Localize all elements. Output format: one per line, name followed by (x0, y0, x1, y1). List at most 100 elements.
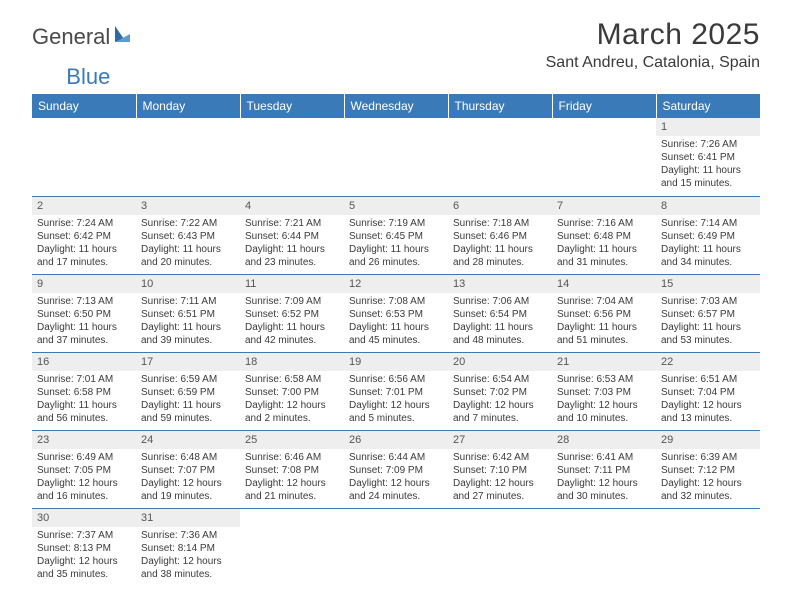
calendar-cell: 1 Sunrise: 7:26 AMSunset: 6:41 PMDaylight… (656, 118, 760, 196)
day-info: Sunrise: 7:08 AMSunset: 6:53 PMDaylight:… (349, 295, 443, 347)
day-number: 12 (344, 275, 448, 293)
calendar-row: 9Sunrise: 7:13 AMSunset: 6:50 PMDaylight… (32, 274, 760, 352)
calendar-cell: 3Sunrise: 7:22 AMSunset: 6:43 PMDaylight… (136, 196, 240, 274)
day-info: Sunrise: 6:46 AMSunset: 7:08 PMDaylight:… (245, 451, 339, 503)
day-number: 6 (448, 197, 552, 215)
day-info: Sunrise: 7:18 AMSunset: 6:46 PMDaylight:… (453, 217, 547, 269)
day-info: Sunrise: 7:22 AMSunset: 6:43 PMDaylight:… (141, 217, 235, 269)
calendar-cell (656, 508, 760, 586)
calendar-cell: 12 Sunrise: 7:08 AMSunset: 6:53 PMDayligh… (344, 274, 448, 352)
calendar-cell: 25 Sunrise: 6:46 AMSunset: 7:08 PMDayligh… (240, 430, 344, 508)
day-info: Sunrise: 6:42 AMSunset: 7:10 PMDaylight:… (453, 451, 547, 503)
month-title: March 2025 (546, 18, 760, 52)
day-info: Sunrise: 6:59 AMSunset: 6:59 PMDaylight:… (141, 373, 235, 425)
day-info: Sunrise: 7:04 AMSunset: 6:56 PMDaylight:… (557, 295, 651, 347)
day-number: 8 (656, 197, 760, 215)
day-number: 19 (344, 353, 448, 371)
day-number: 15 (656, 275, 760, 293)
day-number: 4 (240, 197, 344, 215)
day-info: Sunrise: 7:09 AMSunset: 6:52 PMDaylight:… (245, 295, 339, 347)
day-info: Sunrise: 7:03 AMSunset: 6:57 PMDaylight:… (661, 295, 755, 347)
calendar-cell: 22Sunrise: 6:51 AMSunset: 7:04 PMDayligh… (656, 352, 760, 430)
logo-text-1: General (32, 24, 110, 50)
calendar-cell: 7Sunrise: 7:16 AMSunset: 6:48 PMDaylight… (552, 196, 656, 274)
day-number: 1 (656, 118, 760, 136)
calendar-cell: 13 Sunrise: 7:06 AMSunset: 6:54 PMDayligh… (448, 274, 552, 352)
calendar-cell: 23Sunrise: 6:49 AMSunset: 7:05 PMDayligh… (32, 430, 136, 508)
day-number: 17 (136, 353, 240, 371)
calendar-cell (552, 118, 656, 196)
day-info: Sunrise: 7:06 AMSunset: 6:54 PMDaylight:… (453, 295, 547, 347)
weekday-row: Sunday Monday Tuesday Wednesday Thursday… (32, 94, 760, 118)
day-info: Sunrise: 6:54 AMSunset: 7:02 PMDaylight:… (453, 373, 547, 425)
calendar-cell: 26 Sunrise: 6:44 AMSunset: 7:09 PMDayligh… (344, 430, 448, 508)
calendar-cell (32, 118, 136, 196)
day-number: 26 (344, 431, 448, 449)
calendar-cell: 14 Sunrise: 7:04 AMSunset: 6:56 PMDayligh… (552, 274, 656, 352)
calendar-cell: 17 Sunrise: 6:59 AMSunset: 6:59 PMDayligh… (136, 352, 240, 430)
day-info: Sunrise: 6:44 AMSunset: 7:09 PMDaylight:… (349, 451, 443, 503)
logo-sail-icon (112, 24, 134, 50)
calendar-row: 2 Sunrise: 7:24 AMSunset: 6:42 PMDaylight… (32, 196, 760, 274)
day-number: 25 (240, 431, 344, 449)
day-number: 22 (656, 353, 760, 371)
calendar-cell (448, 118, 552, 196)
calendar-table: Sunday Monday Tuesday Wednesday Thursday… (32, 94, 760, 586)
day-info: Sunrise: 7:21 AMSunset: 6:44 PMDaylight:… (245, 217, 339, 269)
calendar-cell: 15 Sunrise: 7:03 AMSunset: 6:57 PMDayligh… (656, 274, 760, 352)
weekday-header: Friday (552, 94, 656, 118)
day-number: 18 (240, 353, 344, 371)
calendar-cell: 18Sunrise: 6:58 AMSunset: 7:00 PMDayligh… (240, 352, 344, 430)
day-info: Sunrise: 7:26 AMSunset: 6:41 PMDaylight:… (661, 138, 755, 190)
weekday-header: Tuesday (240, 94, 344, 118)
calendar-cell: 8 Sunrise: 7:14 AMSunset: 6:49 PMDaylight… (656, 196, 760, 274)
calendar-cell: 11 Sunrise: 7:09 AMSunset: 6:52 PMDayligh… (240, 274, 344, 352)
calendar-cell: 19 Sunrise: 6:56 AMSunset: 7:01 PMDayligh… (344, 352, 448, 430)
calendar-cell: 31Sunrise: 7:36 AMSunset: 8:14 PMDayligh… (136, 508, 240, 586)
calendar-cell: 30Sunrise: 7:37 AMSunset: 8:13 PMDayligh… (32, 508, 136, 586)
day-number: 13 (448, 275, 552, 293)
day-info: Sunrise: 7:11 AMSunset: 6:51 PMDaylight:… (141, 295, 235, 347)
calendar-cell: 27Sunrise: 6:42 AMSunset: 7:10 PMDayligh… (448, 430, 552, 508)
day-number: 9 (32, 275, 136, 293)
day-number: 21 (552, 353, 656, 371)
day-info: Sunrise: 7:14 AMSunset: 6:49 PMDaylight:… (661, 217, 755, 269)
weekday-header: Wednesday (344, 94, 448, 118)
day-info: Sunrise: 7:19 AMSunset: 6:45 PMDaylight:… (349, 217, 443, 269)
calendar-row: 23Sunrise: 6:49 AMSunset: 7:05 PMDayligh… (32, 430, 760, 508)
calendar-row: 1 Sunrise: 7:26 AMSunset: 6:41 PMDaylight… (32, 118, 760, 196)
day-info: Sunrise: 6:49 AMSunset: 7:05 PMDaylight:… (37, 451, 131, 503)
calendar-cell (344, 508, 448, 586)
logo-text-2: Blue (66, 64, 110, 90)
day-number: 14 (552, 275, 656, 293)
calendar-cell: 4 Sunrise: 7:21 AMSunset: 6:44 PMDaylight… (240, 196, 344, 274)
weekday-header: Thursday (448, 94, 552, 118)
day-info: Sunrise: 6:56 AMSunset: 7:01 PMDaylight:… (349, 373, 443, 425)
calendar-cell: 21Sunrise: 6:53 AMSunset: 7:03 PMDayligh… (552, 352, 656, 430)
day-info: Sunrise: 6:39 AMSunset: 7:12 PMDaylight:… (661, 451, 755, 503)
day-number: 20 (448, 353, 552, 371)
calendar-cell: 6 Sunrise: 7:18 AMSunset: 6:46 PMDaylight… (448, 196, 552, 274)
day-info: Sunrise: 7:24 AMSunset: 6:42 PMDaylight:… (37, 217, 131, 269)
day-number: 5 (344, 197, 448, 215)
weekday-header: Saturday (656, 94, 760, 118)
calendar-cell (448, 508, 552, 586)
calendar-cell: 28Sunrise: 6:41 AMSunset: 7:11 PMDayligh… (552, 430, 656, 508)
day-info: Sunrise: 7:01 AMSunset: 6:58 PMDaylight:… (37, 373, 131, 425)
day-number: 11 (240, 275, 344, 293)
calendar-cell (240, 508, 344, 586)
day-info: Sunrise: 7:36 AMSunset: 8:14 PMDaylight:… (141, 529, 235, 581)
calendar-cell: 29Sunrise: 6:39 AMSunset: 7:12 PMDayligh… (656, 430, 760, 508)
calendar-cell (136, 118, 240, 196)
day-info: Sunrise: 6:48 AMSunset: 7:07 PMDaylight:… (141, 451, 235, 503)
calendar-cell: 24Sunrise: 6:48 AMSunset: 7:07 PMDayligh… (136, 430, 240, 508)
calendar-cell (240, 118, 344, 196)
logo: General (32, 18, 134, 50)
calendar-cell: 10Sunrise: 7:11 AMSunset: 6:51 PMDayligh… (136, 274, 240, 352)
day-number: 28 (552, 431, 656, 449)
calendar-cell: 16 Sunrise: 7:01 AMSunset: 6:58 PMDayligh… (32, 352, 136, 430)
day-number: 2 (32, 197, 136, 215)
day-info: Sunrise: 7:37 AMSunset: 8:13 PMDaylight:… (37, 529, 131, 581)
day-number: 16 (32, 353, 136, 371)
calendar-row: 16 Sunrise: 7:01 AMSunset: 6:58 PMDayligh… (32, 352, 760, 430)
